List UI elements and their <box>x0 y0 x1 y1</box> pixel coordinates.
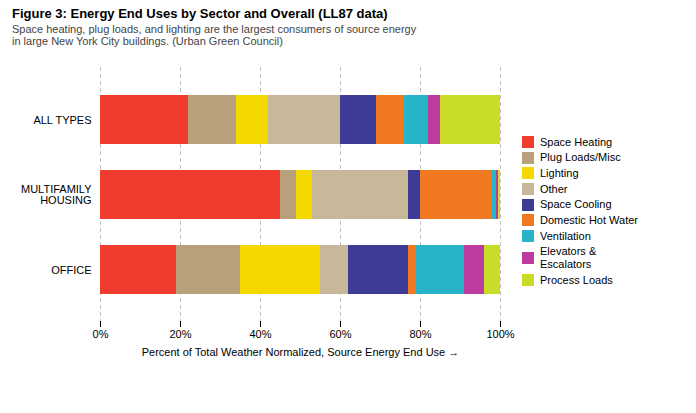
svg-text:20%: 20% <box>169 328 191 340</box>
html-text:Process Loads: Process Loads <box>540 273 613 286</box>
svg-text:80%: 80% <box>409 328 431 340</box>
html-text:Space heating, plug loads, and: Space heating, plug loads, and lighting … <box>12 23 417 47</box>
html-text:Domestic Hot Water: Domestic Hot Water <box>540 214 638 226</box>
html-text:Ventilation: Ventilation <box>540 229 591 242</box>
html-text:Plug Loads/Misc: Plug Loads/Misc <box>540 151 621 164</box>
svg-text:0%: 0% <box>93 328 109 340</box>
svg-text:Percent of Total Weather Norma: Percent of Total Weather Normalized, Sou… <box>142 346 460 358</box>
html-text:Elevators & Escalators: Elevators & Escalators <box>540 245 597 270</box>
svg-text:40%: 40% <box>249 328 271 340</box>
html-text:Figure 3: Energy End Uses by S: Figure 3: Energy End Uses by Sector and … <box>12 6 388 21</box>
html-text:Space Heating: Space Heating <box>540 135 613 148</box>
html-text:Lighting: Lighting <box>540 167 579 180</box>
svg-text:OFFICE: OFFICE <box>51 264 91 276</box>
svg-text:MULTIFAMILYHOUSING: MULTIFAMILYHOUSING <box>21 183 92 206</box>
html-text:Other: Other <box>540 182 568 195</box>
svg-text:60%: 60% <box>329 328 351 340</box>
svg-text:100%: 100% <box>486 328 514 340</box>
html-text:Space Cooling: Space Cooling <box>540 198 612 211</box>
svg-text:ALL TYPES: ALL TYPES <box>33 114 91 126</box>
